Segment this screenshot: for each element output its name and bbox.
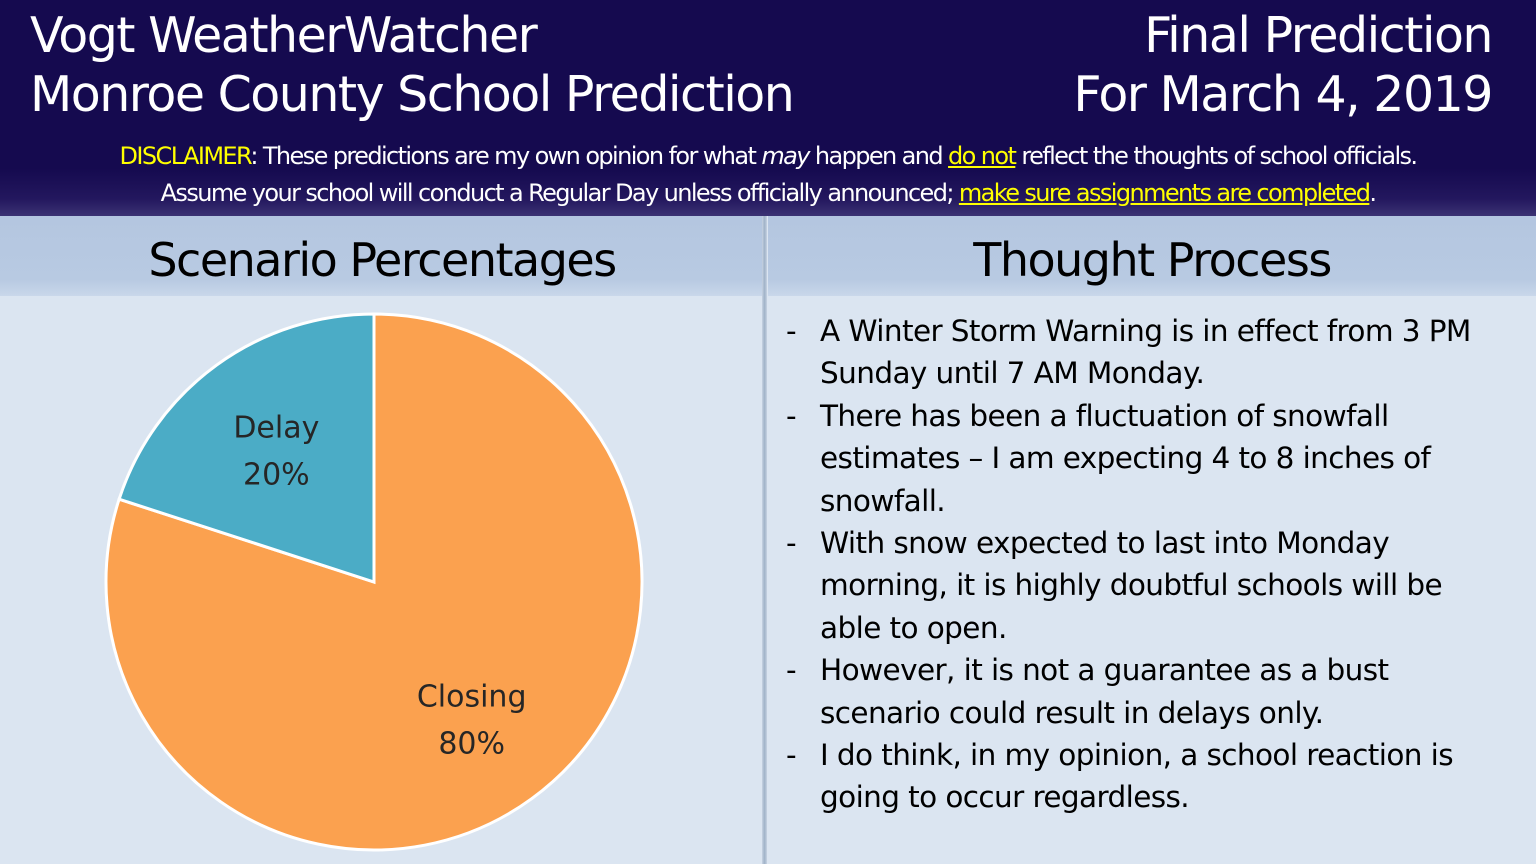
scenario-percentages-heading: Scenario Percentages: [0, 216, 764, 296]
bullet-text: There has been a fluctuation of snowfall…: [820, 398, 1431, 518]
thought-process-list: -A Winter Storm Warning is in effect fro…: [786, 310, 1506, 819]
pie-label-closing: Closing: [417, 679, 527, 714]
disclaimer-banner: DISCLAIMER: These predictions are my own…: [0, 130, 1536, 216]
bullet-text: However, it is not a guarantee as a bust…: [820, 653, 1389, 730]
header-banner: Vogt WeatherWatcher Monroe County School…: [0, 0, 1536, 130]
content-area: Scenario Percentages Thought Process Clo…: [0, 216, 1536, 864]
disclaimer-text-d: Assume your school will conduct a Regula…: [160, 179, 959, 207]
bullet-text: I do think, in my opinion, a school reac…: [820, 738, 1454, 815]
bullet-text: A Winter Storm Warning is in effect from…: [820, 314, 1471, 391]
disclaimer-line2: Assume your school will conduct a Regula…: [0, 176, 1536, 210]
disclaimer-text-e: .: [1369, 179, 1377, 207]
bullet-marker: -: [786, 398, 797, 433]
bullet-item: -I do think, in my opinion, a school rea…: [786, 734, 1506, 819]
scenario-pie-chart: Closing 80% Delay 20%: [104, 312, 644, 852]
disclaimer-text-c: reflect the thoughts of school officials…: [1015, 142, 1418, 170]
disclaimer-label: DISCLAIMER: [119, 142, 252, 170]
site-title: Vogt WeatherWatcher Monroe County School…: [30, 6, 795, 124]
site-title-line1: Vogt WeatherWatcher: [30, 7, 538, 64]
bullet-text: With snow expected to last into Monday m…: [820, 526, 1443, 645]
disclaimer-text-a: : These predictions are my own opinion f…: [250, 142, 762, 170]
prediction-date: Final Prediction For March 4, 2019: [1073, 6, 1493, 124]
disclaimer-emphasis: may: [761, 142, 810, 170]
pie-label-delay: Delay: [233, 411, 319, 446]
pie-value-delay: 20%: [243, 458, 310, 493]
bullet-marker: -: [786, 653, 797, 688]
disclaimer-do-not-link[interactable]: do not: [948, 142, 1017, 170]
prediction-date-line1: Final Prediction: [1144, 7, 1493, 64]
column-divider: [762, 216, 767, 864]
bullet-marker: -: [786, 738, 797, 773]
bullet-item: - There has been a fluctuation of snowfal…: [786, 395, 1506, 522]
bullet-marker: -: [786, 314, 797, 348]
bullet-item: - With snow expected to last into Monday …: [786, 522, 1506, 649]
bullet-marker: -: [786, 526, 797, 561]
disclaimer-text-b: happen and: [808, 142, 949, 170]
bullet-item: -A Winter Storm Warning is in effect fro…: [786, 310, 1506, 395]
site-title-line2: Monroe County School Prediction: [30, 66, 795, 123]
assignments-link[interactable]: make sure assignments are completed: [958, 179, 1371, 207]
prediction-date-line2: For March 4, 2019: [1073, 66, 1493, 123]
disclaimer-line1: DISCLAIMER: These predictions are my own…: [0, 139, 1536, 173]
thought-process-heading: Thought Process: [768, 216, 1536, 296]
bullet-item: - However, it is not a guarantee as a bus…: [786, 649, 1506, 734]
pie-slice-delay: [117, 312, 376, 585]
pie-value-closing: 80%: [438, 726, 505, 761]
